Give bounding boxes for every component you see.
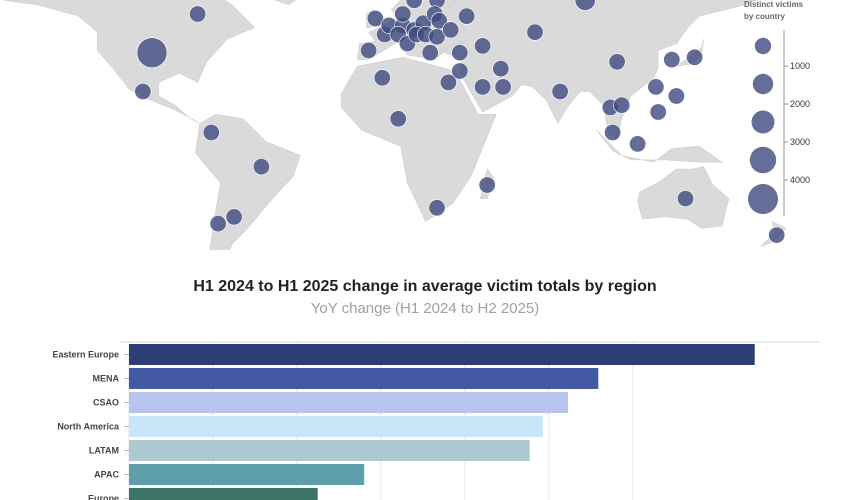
legend-bubble <box>749 146 777 174</box>
land-indonesia <box>596 130 723 163</box>
country-bubble <box>667 87 685 105</box>
land-greenland <box>273 0 296 6</box>
chart-title: H1 2024 to H1 2025 change in average vic… <box>193 278 657 295</box>
country-bubble <box>134 83 152 101</box>
chart-subtitle: YoY change (H1 2024 to H2 2025) <box>310 300 540 317</box>
country-bubble <box>366 10 384 27</box>
legend-title-line1: Distinct victims <box>744 0 804 9</box>
legend-bubble <box>748 184 778 214</box>
category-label: Eastern Europe <box>52 350 119 360</box>
country-bubble <box>430 12 448 30</box>
country-bubble <box>252 158 270 176</box>
category-label: Europe <box>88 494 119 500</box>
country-bubble <box>202 124 220 142</box>
country-bubble <box>478 176 496 194</box>
country-bubble <box>647 78 665 96</box>
legend-bubble <box>754 37 772 55</box>
land-north-america <box>3 0 256 124</box>
land-africa <box>340 56 497 222</box>
country-bubble <box>451 44 469 62</box>
country-bubble <box>405 0 423 9</box>
country-bubble <box>663 51 681 69</box>
country-bubble <box>676 190 694 208</box>
country-bubble <box>439 73 457 91</box>
country-bubble <box>492 60 510 78</box>
country-bubble <box>574 0 596 11</box>
category-label: APAC <box>94 470 119 480</box>
legend-tick-label: 4000 <box>790 175 810 185</box>
country-bubble <box>421 44 439 62</box>
country-bubble <box>389 110 407 128</box>
bar-chart: H1 2024 to H1 2025 change in average vic… <box>0 258 850 500</box>
country-bubble <box>209 215 227 233</box>
country-bubble <box>225 208 243 226</box>
category-label: LATAM <box>89 446 119 456</box>
country-bubble <box>394 5 412 23</box>
country-bubble <box>526 23 544 41</box>
country-bubble <box>613 96 631 114</box>
country-bubble <box>442 21 460 39</box>
bar <box>129 416 543 437</box>
country-bubble <box>604 124 622 142</box>
country-bubble <box>136 37 168 69</box>
map-legend: Distinct victims by country 1000 2000 3000… <box>744 0 810 216</box>
country-bubble <box>551 83 569 101</box>
country-bubble <box>494 78 512 96</box>
country-bubble <box>451 62 469 80</box>
bar <box>129 392 568 413</box>
bar-plot: Eastern Europe MENA CSAO North America LATAM… <box>52 341 820 500</box>
country-bubbles <box>134 0 786 244</box>
country-bubble <box>373 69 391 87</box>
country-bubble <box>629 135 647 153</box>
country-bubble <box>608 53 626 71</box>
bar <box>129 440 530 461</box>
country-bubble <box>768 226 786 244</box>
category-labels: Eastern Europe MENA CSAO North America LATAM… <box>52 350 129 500</box>
land-asia <box>438 0 758 140</box>
country-bubble <box>649 103 667 121</box>
category-label: North America <box>57 422 120 432</box>
legend-tick-label: 3000 <box>790 137 810 147</box>
bar <box>129 344 755 365</box>
country-bubble <box>686 48 704 66</box>
country-bubble <box>360 41 378 59</box>
bar <box>129 464 365 485</box>
country-bubble <box>474 78 492 96</box>
bar <box>129 368 599 389</box>
legend-tick-label: 2000 <box>790 99 810 109</box>
country-bubble <box>458 7 476 25</box>
country-bubble <box>189 5 207 23</box>
legend-title-line2: by country <box>744 12 785 21</box>
bars <box>129 344 755 500</box>
bar <box>129 488 318 500</box>
category-label: MENA <box>93 374 120 384</box>
category-label: CSAO <box>93 398 119 408</box>
legend-bubble <box>751 110 775 134</box>
bubble-map: Distinct victims by country 1000 2000 3000… <box>3 0 810 250</box>
country-bubble <box>474 37 492 55</box>
legend-tick-label: 1000 <box>790 61 810 71</box>
legend-bubble <box>752 73 774 95</box>
country-bubble <box>428 199 446 217</box>
